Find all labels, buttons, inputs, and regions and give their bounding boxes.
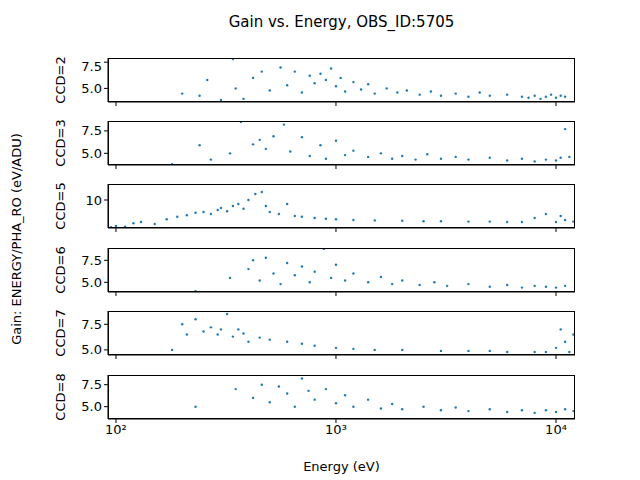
svg-text:5.0: 5.0 [81,275,102,290]
svg-text:10²: 10² [105,422,127,437]
html-text:CCD=3: CCD=3 [52,119,68,167]
html-text:CCD=8: CCD=8 [52,373,68,421]
svg-text:10³: 10³ [325,422,347,437]
html-text:Gain: ENERGY/PHA_RO (eV/ADU): Gain: ENERGY/PHA_RO (eV/ADU) [8,132,24,345]
html-text:CCD=7: CCD=7 [52,309,68,357]
html-text:Energy (eV): Energy (eV) [303,458,380,474]
html-text:Gain vs. Energy, OBS_ID:5705: Gain vs. Energy, OBS_ID:5705 [228,13,455,31]
html-text:CCD=2: CCD=2 [52,56,68,104]
html-text:CCD=5: CCD=5 [52,182,68,230]
svg-text:5.0: 5.0 [81,342,102,357]
svg-text:5.0: 5.0 [81,81,102,96]
svg-text:5.0: 5.0 [81,399,102,414]
svg-text:10: 10 [85,193,102,208]
svg-text:7.5: 7.5 [81,377,102,392]
svg-text:7.5: 7.5 [81,317,102,332]
svg-text:7.5: 7.5 [81,123,102,138]
svg-text:7.5: 7.5 [81,253,102,268]
svg-text:10⁴: 10⁴ [545,422,567,437]
html-text:CCD=6: CCD=6 [52,246,68,294]
svg-text:7.5: 7.5 [81,59,102,74]
svg-text:5.0: 5.0 [81,146,102,161]
